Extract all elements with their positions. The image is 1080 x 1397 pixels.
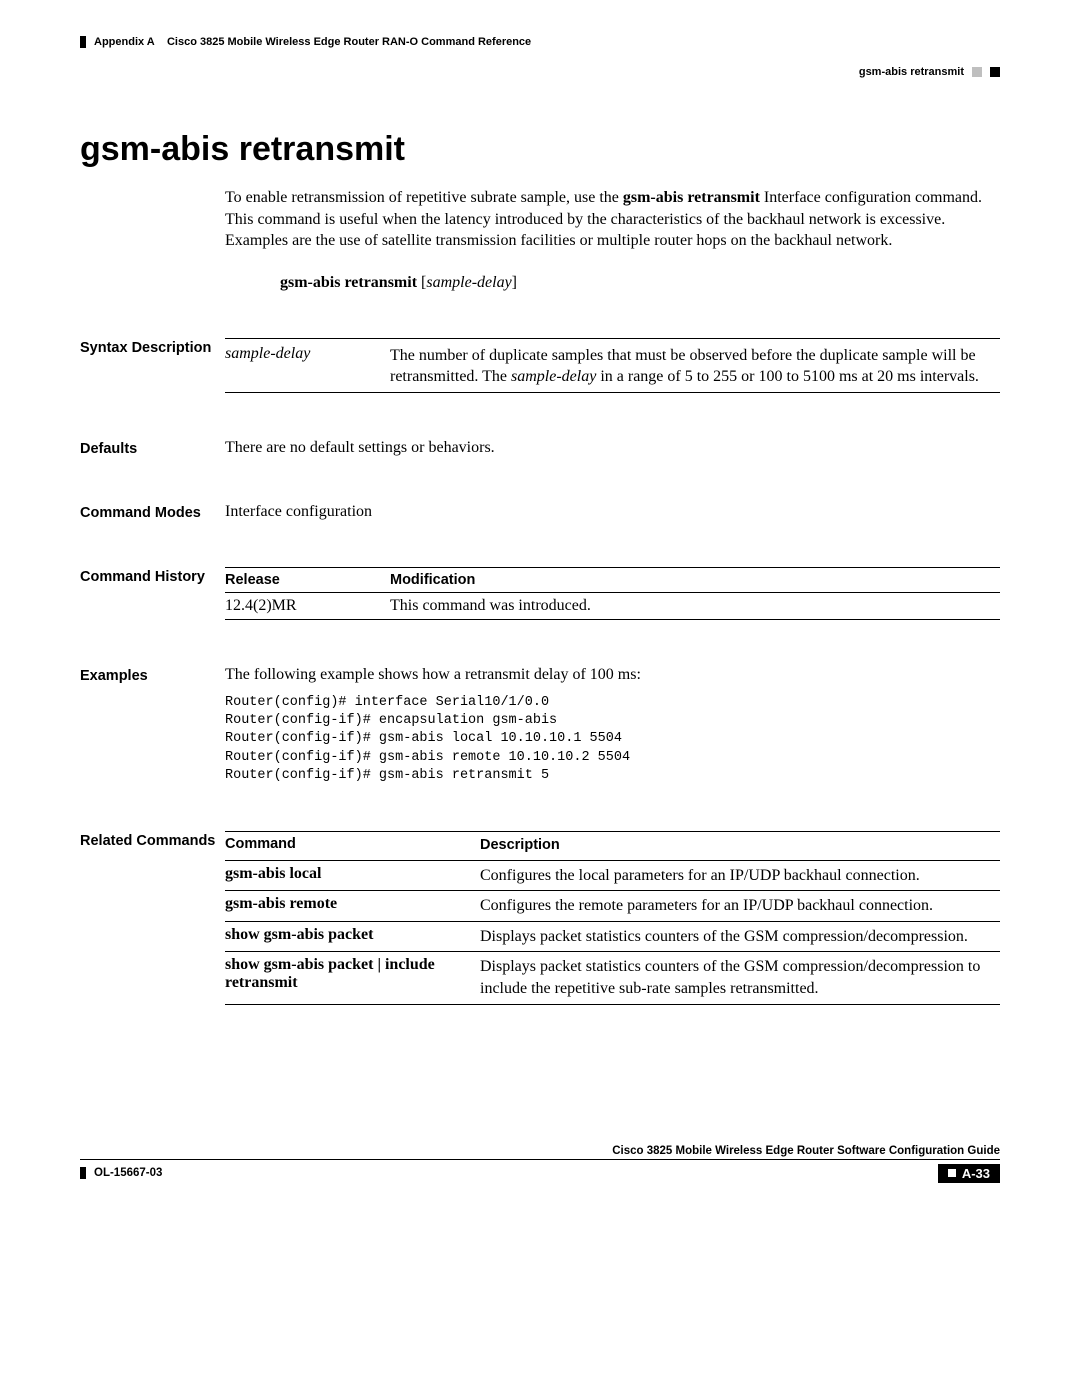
defaults-section: Defaults There are no default settings o… <box>80 439 1000 457</box>
section-body: Command Description gsm-abis local Confi… <box>225 831 1000 1005</box>
related-head-cmd: Command <box>225 836 480 856</box>
syntax-desc: The number of duplicate samples that mus… <box>390 345 1000 388</box>
syntax-row: sample-delay The number of duplicate sam… <box>225 339 1000 392</box>
intro-bold: gsm-abis retransmit <box>623 189 760 206</box>
section-tag: gsm-abis retransmit <box>859 66 964 78</box>
syntax-description-section: Syntax Description sample-delay The numb… <box>80 338 1000 393</box>
history-header-row: Release Modification <box>225 568 1000 592</box>
page-number-badge: A-33 <box>938 1164 1000 1183</box>
related-cmd: show gsm-abis packet <box>225 926 480 948</box>
command-modes-section: Command Modes Interface configuration <box>80 503 1000 521</box>
related-commands-section: Related Commands Command Description gsm… <box>80 831 1000 1005</box>
section-label: Related Commands <box>80 831 225 1005</box>
related-row: show gsm-abis packet Displays packet sta… <box>225 922 1000 953</box>
intro-pre: To enable retransmission of repetitive s… <box>225 189 623 206</box>
related-row: gsm-abis remote Configures the remote pa… <box>225 891 1000 922</box>
related-head-desc: Description <box>480 836 1000 856</box>
section-label: Command History <box>80 567 225 620</box>
examples-section: Examples The following example shows how… <box>80 666 1000 785</box>
history-release: 12.4(2)MR <box>225 597 390 615</box>
command-history-section: Command History Release Modification 12.… <box>80 567 1000 620</box>
related-desc: Displays packet statistics counters of t… <box>480 956 1000 999</box>
history-head-mod: Modification <box>390 572 1000 588</box>
marker-icon <box>990 67 1000 77</box>
page-footer: Cisco 3825 Mobile Wireless Edge Router S… <box>80 1145 1000 1183</box>
section-body: Release Modification 12.4(2)MR This comm… <box>225 567 1000 620</box>
examples-text: The following example shows how a retran… <box>225 666 641 683</box>
history-head-release: Release <box>225 572 390 588</box>
syntax-usage: gsm-abis retransmit [sample-delay] <box>280 274 1000 292</box>
related-cmd: show gsm-abis packet | include retransmi… <box>225 956 480 999</box>
appendix-label: Appendix A <box>94 36 155 48</box>
syntax-param: sample-delay <box>225 345 390 388</box>
footer-bottom: OL-15667-03 A-33 <box>80 1164 1000 1183</box>
history-mod: This command was introduced. <box>390 597 1000 615</box>
section-body: Interface configuration <box>225 503 1000 521</box>
section-label: Command Modes <box>80 503 225 521</box>
related-desc: Configures the remote parameters for an … <box>480 895 1000 917</box>
header-right: gsm-abis retransmit <box>80 66 1000 78</box>
section-body: There are no default settings or behavio… <box>225 439 1000 457</box>
section-body: sample-delay The number of duplicate sam… <box>225 338 1000 393</box>
related-header-row: Command Description <box>225 831 1000 861</box>
syntax-cmd: gsm-abis retransmit <box>280 274 417 291</box>
related-cmd: gsm-abis local <box>225 865 480 887</box>
marker-icon <box>972 67 982 77</box>
related-row: show gsm-abis packet | include retransmi… <box>225 952 1000 1004</box>
related-desc: Displays packet statistics counters of t… <box>480 926 1000 948</box>
history-row: 12.4(2)MR This command was introduced. <box>225 593 1000 620</box>
related-desc: Configures the local parameters for an I… <box>480 865 1000 887</box>
intro-paragraph: To enable retransmission of repetitive s… <box>225 187 1000 252</box>
section-label: Defaults <box>80 439 225 457</box>
related-row: gsm-abis local Configures the local para… <box>225 861 1000 892</box>
doc-title: Cisco 3825 Mobile Wireless Edge Router R… <box>167 36 531 48</box>
section-label: Syntax Description <box>80 338 225 393</box>
syntax-arg: sample-delay <box>426 274 511 291</box>
header-left: Appendix A Cisco 3825 Mobile Wireless Ed… <box>80 36 531 48</box>
related-cmd: gsm-abis remote <box>225 895 480 917</box>
footer-docnum: OL-15667-03 <box>80 1167 162 1179</box>
footer-guide: Cisco 3825 Mobile Wireless Edge Router S… <box>80 1145 1000 1160</box>
section-body: The following example shows how a retran… <box>225 666 1000 785</box>
page: Appendix A Cisco 3825 Mobile Wireless Ed… <box>0 0 1080 1213</box>
page-title: gsm-abis retransmit <box>80 130 1000 169</box>
page-header: Appendix A Cisco 3825 Mobile Wireless Ed… <box>80 36 1000 66</box>
section-label: Examples <box>80 666 225 785</box>
examples-code: Router(config)# interface Serial10/1/0.0… <box>225 694 1000 785</box>
